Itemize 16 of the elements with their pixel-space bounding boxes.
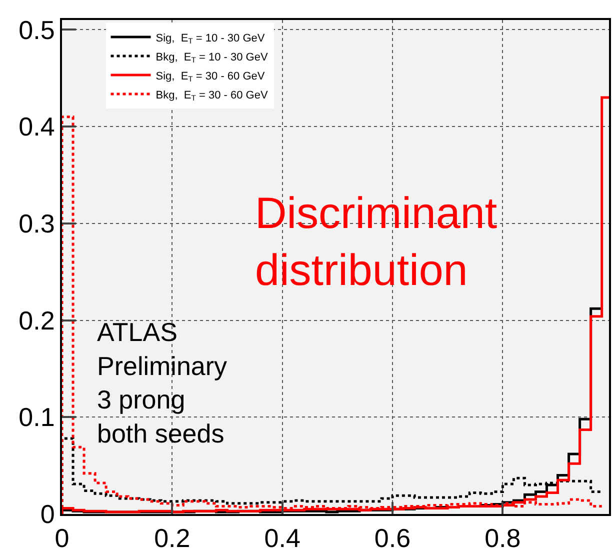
x-tick-label: 0.8 [484,523,521,554]
y-tick-label: 0.3 [18,208,55,239]
y-tick-label: 0.5 [18,14,55,45]
x-tick-label: 0.6 [374,523,411,554]
legend-label: Sig, E$_{T}$ = 30 - 60 GeV [156,70,266,84]
y-tick-label: 0.1 [18,402,55,432]
annotation: Discriminant distribution [255,189,498,296]
legend-label: Bkg, E$_{T}$ = 30 - 60 GeV [156,89,268,103]
y-tick-label: 0 [40,499,55,530]
x-tick-label: 0.4 [264,523,300,554]
y-tick-label: 0.4 [18,112,55,142]
x-tick-label: 0.2 [154,523,190,554]
y-tick-label: 0.2 [18,305,55,336]
legend-label: Bkg, E$_{T}$ = 10 - 30 GeV [156,51,268,65]
annotation: ATLAS Preliminary 3 prong both seeds [97,317,228,448]
legend-label: Sig, E$_{T}$ = 10 - 30 GeV [156,32,266,46]
